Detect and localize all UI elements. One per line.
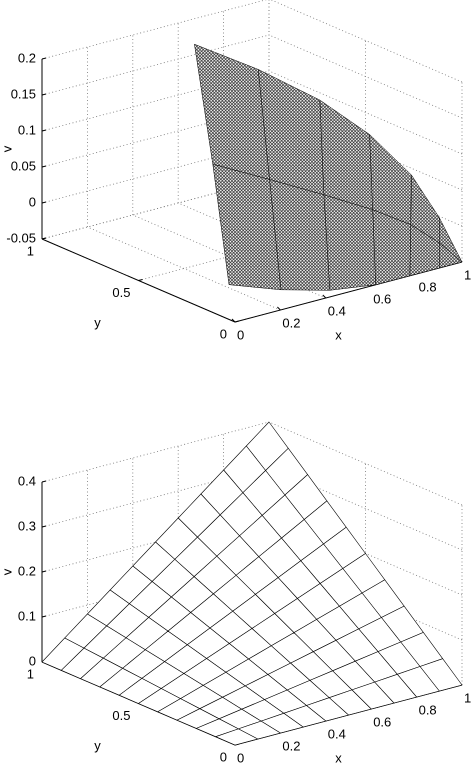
x-tick [277, 306, 281, 311]
surface-cell [319, 99, 373, 210]
x-tick-label: 1 [464, 267, 471, 282]
x-tick-label: 0.6 [373, 714, 391, 729]
z-tick [41, 525, 47, 528]
z-tick [41, 129, 47, 132]
x-axis-label: x [335, 750, 342, 765]
grid-line [41, 466, 270, 528]
z-tick-label: 0.1 [18, 122, 36, 137]
y-tick [234, 320, 240, 323]
z-tick [41, 57, 47, 60]
x-tick [231, 318, 236, 323]
grid-line [270, 0, 463, 83]
grid-line [41, 70, 270, 132]
surface-cell [194, 43, 270, 180]
grid-line [268, 421, 463, 506]
z-tick-label: 0.1 [18, 608, 36, 623]
grid-line [268, 70, 463, 155]
z-tick [41, 615, 47, 618]
grid-line [268, 34, 463, 119]
surface-cell [215, 728, 259, 746]
z-tick [41, 165, 47, 168]
x-tick-label: 1 [464, 690, 471, 705]
z-tick-label: 0.2 [18, 563, 36, 578]
grid-line [41, 0, 267, 60]
y-tick-label: 0.5 [112, 708, 130, 723]
grid-line [41, 34, 270, 96]
z-tick [41, 570, 47, 573]
surface-plot: 00.20.40.60.8100.51-0.0500.050.10.150.2x… [0, 0, 471, 342]
grid-line [138, 220, 366, 281]
grid-line [41, 178, 270, 240]
x-tick-label: 0.4 [328, 303, 346, 318]
y-tick-label: 0.5 [112, 285, 130, 300]
y-axis-label: y [94, 315, 101, 330]
x-tick-label: 0.4 [328, 726, 346, 741]
z-tick [41, 480, 47, 483]
y-tick-label: 0 [220, 749, 227, 764]
z-tick-label: 0.15 [11, 86, 36, 101]
y-tick-label: 1 [27, 666, 34, 681]
z-axis-label: v [0, 568, 14, 575]
x-tick-label: 0.2 [282, 315, 300, 330]
x-tick-label: 0.8 [419, 702, 437, 717]
x-tick-label: 0.6 [373, 291, 391, 306]
grid-line [41, 511, 270, 573]
surface-cell [323, 194, 376, 291]
x-tick-label: 0.8 [419, 279, 437, 294]
x-tick-label: 0 [237, 327, 244, 342]
x-tick [322, 294, 327, 299]
surface-cell [269, 179, 331, 291]
z-tick [41, 93, 47, 96]
z-tick-label: 0 [29, 653, 36, 668]
grid-line [41, 556, 270, 618]
grid-line [41, 142, 270, 204]
z-axis-label: v [0, 145, 14, 152]
x-tick-label: 0 [237, 750, 244, 765]
z-tick-label: -0.05 [6, 230, 36, 245]
z-tick-label: 0.3 [18, 518, 36, 533]
grid-line [87, 226, 281, 311]
y-tick-label: 0 [220, 326, 227, 341]
z-tick [41, 201, 47, 204]
y-tick-label: 1 [27, 243, 34, 258]
grid-line [41, 421, 270, 483]
z-tick-label: 0.4 [18, 473, 36, 488]
z-tick [41, 237, 47, 240]
y-axis-label: y [94, 738, 101, 753]
x-axis-label: x [335, 327, 342, 342]
z-tick-label: 0.2 [18, 50, 36, 65]
y-tick [138, 279, 143, 281]
x-tick-label: 0.2 [282, 738, 300, 753]
grid-line [41, 106, 270, 168]
z-tick-label: 0 [29, 194, 36, 209]
z-tick-label: 0.05 [11, 158, 36, 173]
